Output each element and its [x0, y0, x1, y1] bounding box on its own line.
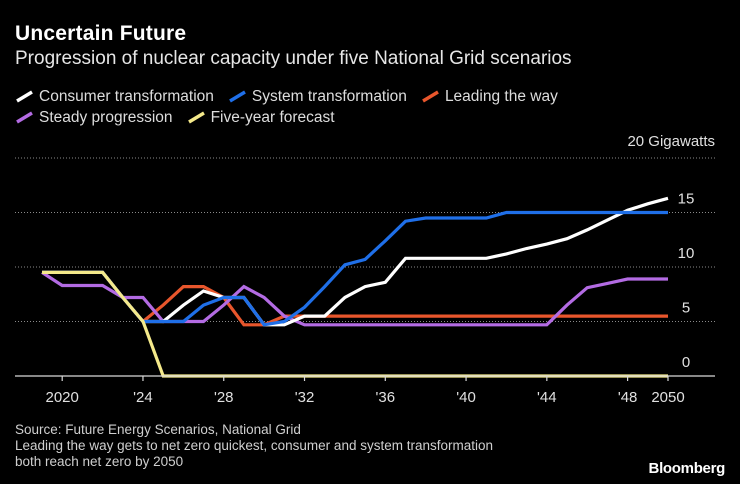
legend-swatch-consumer-transformation	[15, 90, 35, 104]
x-tick-label-2044: '44	[537, 389, 557, 406]
series-line-system-transformation	[42, 210, 668, 327]
x-tick-label-2024: '24	[133, 389, 153, 406]
legend-glyph-stroke-steady-progression	[16, 111, 33, 123]
legend-label-consumer-transformation: Consumer transformation	[39, 88, 214, 105]
legend-item-leading-the-way: Leading the way	[421, 86, 558, 107]
x-tick-label-2036: '36	[376, 389, 396, 406]
legend-item-consumer-transformation: Consumer transformation	[15, 86, 214, 107]
y-tick-label-15: 15	[678, 191, 695, 208]
x-tick-label-2050: 2050	[651, 389, 684, 406]
legend-row-2: Steady progression Five-year forecast	[15, 107, 715, 128]
legend-glyph-system-transformation	[229, 90, 246, 102]
y-tick-label-10: 10	[678, 245, 695, 262]
legend-glyph-consumer-transformation	[16, 90, 33, 102]
source-line-3: both reach net zero by 2050	[15, 454, 184, 469]
x-tick-label-2032: '32	[295, 389, 315, 406]
legend-glyph-five-year-forecast	[187, 111, 205, 123]
series-line-steady-progression	[41, 271, 668, 327]
series-line-leading-the-way	[42, 270, 668, 327]
legend-swatch-steady-progression	[15, 111, 35, 125]
source-note: Source: Future Energy Scenarios, Nationa…	[15, 422, 493, 470]
legend-label-steady-progression: Steady progression	[39, 109, 173, 126]
legend-glyph-stroke-five-year-forecast	[187, 111, 205, 123]
legend-item-five-year-forecast: Five-year forecast	[187, 107, 335, 128]
legend-glyph-stroke-system-transformation	[229, 90, 246, 102]
x-tick-label-2040: '40	[456, 389, 476, 406]
x-tick-label-2028: '28	[214, 389, 234, 406]
legend-item-steady-progression: Steady progression	[15, 107, 173, 128]
legend-swatch-five-year-forecast	[187, 111, 207, 125]
source-line-2: Leading the way gets to net zero quickes…	[15, 438, 493, 453]
x-tick-label-2048: '48	[618, 389, 638, 406]
x-tick-label-2020: 2020	[46, 389, 79, 406]
y-tick-label-0: 0	[682, 354, 690, 371]
chart-legend: Consumer transformation System transform…	[15, 86, 715, 128]
legend-label-five-year-forecast: Five-year forecast	[210, 109, 335, 126]
legend-label-leading-the-way: Leading the way	[444, 88, 558, 105]
legend-label-system-transformation: System transformation	[251, 88, 407, 105]
x-axis: 2020 '24 '28 '32 '36 '40 '44 '48 2050	[15, 375, 715, 406]
legend-swatch-leading-the-way	[421, 90, 441, 104]
gridlines: 0 5 10 15	[15, 157, 715, 371]
legend-glyph-steady-progression	[16, 111, 33, 123]
source-line-1: Source: Future Energy Scenarios, Nationa…	[15, 422, 301, 437]
legend-glyph-leading-the-way	[422, 90, 439, 102]
legend-row-1: Consumer transformation System transform…	[15, 86, 715, 107]
chart-title: Uncertain Future	[15, 22, 187, 45]
y-axis-unit-label: 20 Gigawatts	[627, 133, 715, 150]
bloomberg-logo: Bloomberg	[648, 460, 726, 477]
legend-item-system-transformation: System transformation	[228, 86, 407, 107]
legend-glyph-stroke-leading-the-way	[422, 90, 439, 102]
chart-subtitle: Progression of nuclear capacity under fi…	[15, 48, 572, 69]
series-lines	[41, 196, 669, 378]
legend-glyph-stroke-consumer-transformation	[16, 90, 33, 102]
legend-swatch-system-transformation	[228, 90, 248, 104]
y-tick-label-5: 5	[682, 300, 690, 317]
